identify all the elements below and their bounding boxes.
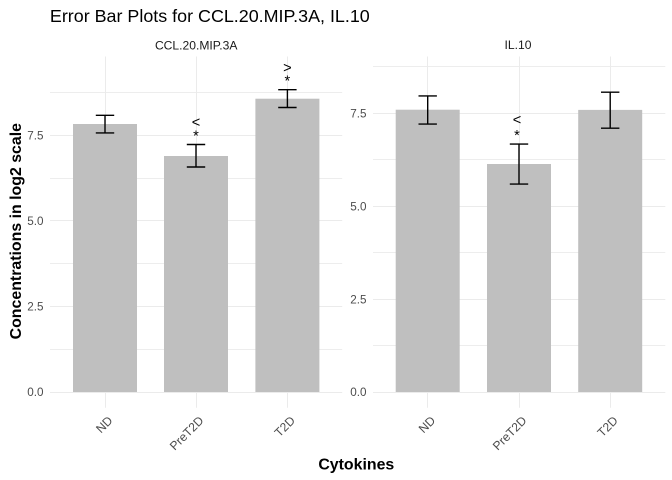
svg-text:2.5: 2.5: [27, 301, 44, 314]
svg-text:5.0: 5.0: [27, 215, 44, 228]
svg-text:IL.10: IL.10: [505, 38, 532, 52]
svg-text:<: <: [192, 115, 201, 131]
svg-text:Error Bar Plots for CCL.20.MIP: Error Bar Plots for CCL.20.MIP.3A, IL.10: [50, 6, 370, 26]
svg-text:CCL.20.MIP.3A: CCL.20.MIP.3A: [155, 38, 238, 52]
svg-text:*: *: [514, 128, 520, 144]
svg-text:0.0: 0.0: [27, 386, 44, 399]
svg-text:Cytokines: Cytokines: [318, 456, 394, 473]
svg-text:0.0: 0.0: [350, 386, 367, 399]
svg-text:Concentrations in log2 scale: Concentrations in log2 scale: [8, 123, 25, 340]
svg-text:>: >: [283, 60, 292, 76]
svg-text:*: *: [193, 129, 199, 145]
svg-text:7.5: 7.5: [350, 108, 367, 121]
svg-text:<: <: [513, 113, 522, 129]
svg-text:5.0: 5.0: [350, 200, 367, 213]
svg-text:*: *: [285, 74, 291, 90]
svg-text:7.5: 7.5: [27, 130, 44, 143]
svg-text:2.5: 2.5: [350, 293, 367, 306]
